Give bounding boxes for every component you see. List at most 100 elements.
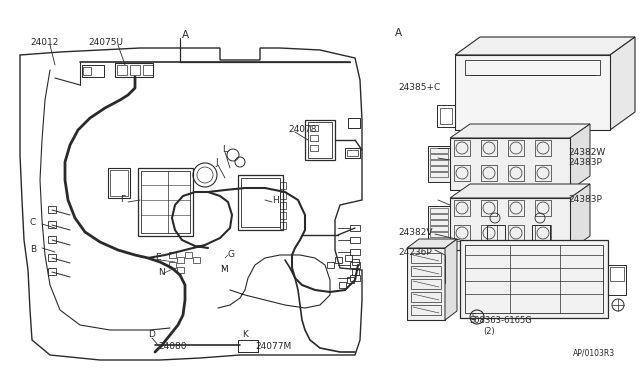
Polygon shape [407, 239, 457, 248]
Bar [508, 225, 524, 241]
Bar [110, 170, 128, 196]
Bar [48, 268, 56, 275]
Bar [532, 225, 550, 240]
Bar [430, 154, 448, 159]
Bar [454, 140, 470, 156]
Bar [465, 60, 600, 75]
Bar [481, 165, 497, 181]
Bar [508, 140, 524, 156]
Bar [238, 340, 258, 352]
Bar [193, 257, 200, 263]
Bar [610, 267, 624, 281]
Bar [280, 212, 286, 219]
Text: M: M [220, 265, 228, 274]
Bar [48, 206, 56, 213]
Bar [347, 150, 358, 156]
Bar [177, 267, 184, 273]
Bar [352, 269, 359, 275]
Polygon shape [455, 37, 635, 55]
Bar [450, 198, 570, 250]
Text: 24236P: 24236P [398, 248, 432, 257]
Bar [138, 168, 193, 236]
Bar [117, 65, 127, 75]
Bar [348, 118, 360, 128]
Bar [347, 277, 354, 283]
Polygon shape [570, 124, 590, 190]
Text: F: F [120, 195, 125, 204]
Bar [608, 265, 626, 295]
Bar [143, 65, 153, 75]
Bar [430, 172, 448, 177]
Text: B: B [30, 245, 36, 254]
Polygon shape [570, 184, 590, 250]
Bar [430, 214, 448, 219]
Bar [308, 122, 332, 158]
Bar [350, 262, 360, 268]
Text: A: A [395, 28, 402, 38]
Bar [350, 249, 360, 255]
Bar [350, 275, 360, 281]
Bar [241, 178, 280, 227]
Bar [310, 145, 318, 151]
Text: H: H [272, 196, 279, 205]
Bar [450, 138, 570, 190]
Bar [280, 222, 286, 229]
Text: AP/0103R3: AP/0103R3 [573, 349, 615, 358]
Bar [481, 225, 497, 241]
Bar [465, 245, 603, 313]
Bar [115, 63, 153, 77]
Bar [280, 202, 286, 209]
Text: D: D [148, 330, 155, 339]
Text: G: G [228, 250, 235, 259]
Text: J: J [215, 158, 218, 167]
Bar [82, 65, 104, 77]
Bar [437, 105, 455, 127]
Text: 24385+C: 24385+C [398, 83, 440, 92]
Text: S08363-6165G: S08363-6165G [469, 316, 532, 325]
Bar [430, 208, 448, 213]
Text: E: E [155, 253, 161, 262]
Bar [169, 252, 176, 258]
Bar [481, 200, 497, 216]
Text: 24077M: 24077M [255, 342, 291, 351]
Bar [280, 192, 286, 199]
Bar [430, 220, 448, 225]
Bar [305, 120, 335, 160]
Text: 24075U: 24075U [88, 38, 123, 47]
Text: K: K [242, 330, 248, 339]
Bar [411, 305, 441, 315]
Bar [345, 255, 352, 261]
Bar [454, 200, 470, 216]
Bar [411, 292, 441, 302]
Bar [535, 200, 551, 216]
Bar [430, 148, 448, 153]
Bar [428, 206, 450, 242]
Bar [130, 65, 140, 75]
Bar [345, 148, 360, 158]
Bar [411, 279, 441, 289]
Bar [280, 182, 286, 189]
Bar [430, 160, 448, 165]
Bar [460, 240, 608, 318]
Polygon shape [445, 239, 457, 320]
Bar [430, 226, 448, 231]
Bar [487, 225, 505, 240]
Bar [411, 266, 441, 276]
Bar [455, 55, 610, 130]
Bar [48, 221, 56, 228]
Bar [141, 171, 190, 233]
Bar [108, 168, 130, 198]
Text: 24012: 24012 [30, 38, 58, 47]
Bar [169, 262, 176, 268]
Polygon shape [450, 124, 590, 138]
Bar [48, 236, 56, 243]
Bar [177, 257, 184, 263]
Bar [310, 135, 318, 141]
Polygon shape [450, 184, 590, 198]
Bar [327, 262, 334, 268]
Text: A: A [182, 30, 189, 40]
Bar [428, 146, 450, 182]
Text: 24080: 24080 [158, 342, 186, 351]
Bar [310, 125, 318, 131]
Bar [407, 248, 445, 320]
